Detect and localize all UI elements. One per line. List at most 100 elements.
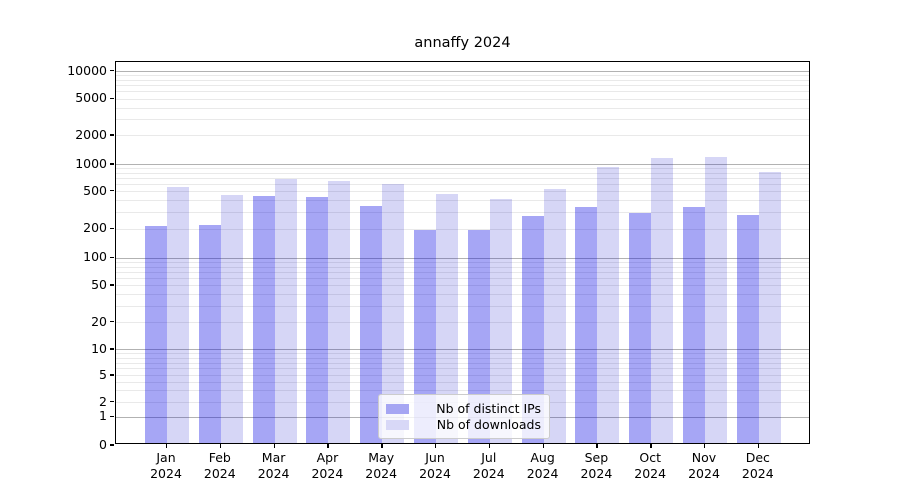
x-tick-mark — [435, 444, 437, 448]
major-gridline — [116, 71, 809, 72]
x-tick-label: Jul 2024 — [472, 450, 505, 481]
x-tick-mark — [327, 444, 329, 448]
x-tick-mark — [219, 444, 222, 448]
x-tick-mark — [757, 444, 760, 448]
bar-distinct-ips — [575, 207, 598, 443]
x-tick-label: Apr 2024 — [311, 450, 344, 481]
bar-downloads — [220, 195, 243, 443]
y-tick-mark — [110, 444, 114, 446]
x-tick-label: Nov 2024 — [688, 450, 720, 481]
y-tick-label: 200 — [83, 220, 107, 236]
bar-downloads — [705, 157, 727, 443]
minor-gridline — [116, 322, 809, 323]
legend-item-distinct-ips: Nb of distinct IPs — [386, 401, 541, 416]
bar-downloads — [597, 167, 620, 443]
y-tick-label: 5000 — [75, 90, 107, 106]
y-tick-label: 20 — [91, 313, 107, 329]
minor-gridline — [116, 261, 809, 263]
bar-downloads — [758, 171, 781, 443]
minor-gridline — [116, 294, 809, 296]
legend-item-downloads: Nb of downloads — [386, 417, 541, 432]
minor-gridline — [116, 75, 809, 77]
bar-distinct-ips — [467, 230, 490, 443]
x-tick-label: Aug 2024 — [526, 450, 559, 481]
x-tick-mark — [596, 444, 598, 448]
bar-downloads — [382, 183, 405, 443]
minor-gridline — [116, 107, 809, 109]
y-tick-label: 1000 — [75, 155, 107, 171]
minor-gridline — [116, 278, 809, 280]
x-tick-mark — [488, 444, 491, 448]
minor-gridline — [116, 79, 809, 81]
x-tick-mark — [650, 444, 652, 448]
bar-downloads — [167, 186, 189, 443]
minor-gridline — [116, 200, 809, 202]
y-tick-mark — [110, 190, 114, 192]
bar-distinct-ips — [360, 206, 383, 443]
y-tick-label: 500 — [83, 182, 107, 198]
x-tick-label: Feb 2024 — [203, 450, 236, 481]
x-tick-mark — [273, 444, 275, 448]
minor-gridline — [116, 119, 809, 121]
x-tick-label: Oct 2024 — [634, 450, 667, 481]
y-tick-mark — [110, 348, 114, 350]
chart-title: annaffy 2024 — [414, 35, 511, 51]
minor-gridline — [116, 368, 809, 370]
y-tick-label: 10 — [91, 340, 107, 356]
minor-gridline — [116, 357, 809, 359]
minor-gridline — [116, 191, 809, 192]
y-tick-mark — [110, 227, 114, 230]
y-tick-label: 10000 — [67, 62, 107, 78]
y-tick-label: 5 — [99, 366, 107, 382]
bar-distinct-ips — [736, 214, 759, 443]
bar-distinct-ips — [629, 212, 652, 443]
x-tick-label: Mar 2024 — [257, 450, 290, 481]
x-tick-label: Jun 2024 — [419, 450, 451, 481]
y-tick-mark — [110, 374, 114, 376]
bar-distinct-ips — [252, 196, 275, 443]
minor-gridline — [116, 91, 809, 93]
bar-distinct-ips — [521, 216, 544, 443]
minor-gridline — [116, 168, 809, 170]
minor-gridline — [116, 381, 809, 383]
y-tick-mark — [110, 163, 114, 165]
y-tick-mark — [110, 401, 114, 403]
y-tick-mark — [110, 134, 114, 136]
x-tick-label: May 2024 — [365, 450, 398, 481]
minor-gridline — [116, 271, 809, 273]
major-gridline — [116, 349, 809, 351]
bars-layer — [116, 62, 809, 443]
bar-distinct-ips — [145, 225, 167, 443]
minor-gridline — [116, 135, 809, 137]
x-tick-label: Sep 2024 — [580, 450, 613, 481]
bar-downloads — [274, 179, 297, 443]
x-tick-label: Dec 2024 — [741, 450, 774, 481]
x-tick-label: Jan 2024 — [150, 450, 182, 481]
y-tick-label: 100 — [83, 249, 107, 265]
bar-distinct-ips — [683, 207, 705, 443]
minor-gridline — [116, 285, 809, 287]
minor-gridline — [116, 183, 809, 185]
y-tick-label: 50 — [91, 276, 107, 292]
y-tick-mark — [110, 256, 114, 259]
bar-downloads — [328, 180, 351, 443]
minor-gridline — [116, 212, 809, 214]
minor-gridline — [116, 178, 809, 180]
legend-swatch-downloads — [386, 419, 409, 430]
minor-gridline — [116, 390, 809, 392]
minor-gridline — [116, 305, 809, 307]
legend: Nb of distinct IPs Nb of downloads — [378, 394, 550, 439]
bar-downloads — [436, 194, 458, 443]
y-tick-label: 0 — [99, 436, 107, 452]
y-tick-label: 1 — [99, 408, 107, 424]
y-tick-label: 2 — [99, 393, 107, 409]
x-tick-mark — [542, 444, 544, 448]
y-tick-mark — [110, 415, 114, 418]
bar-distinct-ips — [306, 197, 329, 443]
legend-swatch-distinct-ips — [386, 403, 409, 414]
minor-gridline — [116, 228, 809, 230]
x-tick-mark — [704, 444, 706, 448]
plot-area — [115, 61, 810, 444]
